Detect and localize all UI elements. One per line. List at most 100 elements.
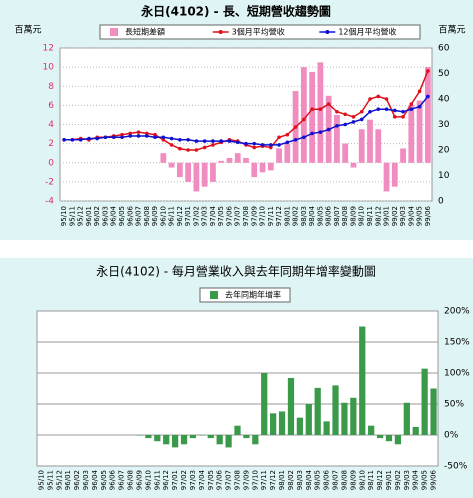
bar xyxy=(375,129,382,163)
legend-label: 去年同期年增率 xyxy=(225,290,281,300)
bar xyxy=(252,435,259,445)
bar xyxy=(163,435,170,445)
line-point xyxy=(136,134,141,138)
x-tick-label: 97/07 xyxy=(234,206,242,226)
bar xyxy=(270,413,277,435)
line-point xyxy=(302,135,306,140)
line-point xyxy=(384,107,389,111)
y2-tick-label: 40 xyxy=(438,95,450,105)
chart-title: 永日(4102) - 每月營業收入與去年同期年增率變動圖 xyxy=(96,264,376,279)
line-point xyxy=(393,115,397,119)
line-point xyxy=(153,135,157,140)
x-tick-label: 99/02 xyxy=(391,206,399,226)
y2-tick-label: 50 xyxy=(438,69,450,79)
line-point xyxy=(178,146,182,151)
x-tick-label: 96/12 xyxy=(176,206,184,226)
x-tick-label: 96/07 xyxy=(118,470,126,490)
x-tick-label: 96/05 xyxy=(100,470,108,490)
x-tick-label: 96/02 xyxy=(73,470,81,490)
bar xyxy=(284,143,291,163)
legend-swatch xyxy=(218,30,223,34)
y2-tick-label: 20 xyxy=(438,146,450,156)
x-tick-label: 97/10 xyxy=(251,470,259,490)
x-tick-label: 98/02 xyxy=(292,206,300,226)
bar xyxy=(168,162,175,168)
x-tick-label: 98/07 xyxy=(332,470,340,490)
line-point xyxy=(252,145,257,150)
x-tick-label: 97/02 xyxy=(192,206,200,226)
x-tick-label: 98/11 xyxy=(366,206,374,226)
line-point xyxy=(368,97,372,101)
line-point xyxy=(269,143,273,147)
y2-tick-label: 10 xyxy=(438,171,450,181)
x-tick-label: 97/12 xyxy=(269,470,277,490)
bar xyxy=(243,157,249,163)
x-tick-label: 95/10 xyxy=(60,206,68,226)
bar xyxy=(403,402,410,435)
x-tick-label: 97/04 xyxy=(209,205,217,226)
x-tick-label: 96/02 xyxy=(93,206,101,226)
line-point xyxy=(128,134,133,138)
x-tick-label: 98/04 xyxy=(305,469,313,490)
line-point xyxy=(409,107,414,111)
bar xyxy=(189,435,197,439)
line-point xyxy=(269,145,273,150)
bar xyxy=(287,377,295,435)
line-point xyxy=(285,140,290,145)
line-point xyxy=(368,109,372,114)
line-point xyxy=(227,139,232,143)
line-point xyxy=(426,94,430,99)
line-point xyxy=(318,107,323,111)
x-tick-label: 97/02 xyxy=(180,470,188,490)
x-tick-label: 96/09 xyxy=(135,470,143,490)
x-tick-label: 97/08 xyxy=(242,206,250,226)
x-tick-label: 99/01 xyxy=(383,206,391,226)
line-point xyxy=(409,102,414,106)
bar xyxy=(367,119,373,163)
x-tick-label: 97/11 xyxy=(260,470,268,490)
bar xyxy=(350,397,357,435)
y2-axis-title: 百萬元 xyxy=(438,24,465,36)
x-tick-label: 95/11 xyxy=(46,470,54,490)
legend-box xyxy=(199,287,291,303)
x-tick-label: 95/12 xyxy=(77,206,85,226)
x-tick-label: 98/10 xyxy=(358,470,366,490)
x-tick-label: 99/04 xyxy=(412,469,420,490)
bar xyxy=(314,387,321,435)
line-point xyxy=(194,148,199,152)
line-point xyxy=(95,136,99,141)
bar xyxy=(309,71,316,163)
y-tick-label: 0 xyxy=(48,158,54,168)
line-point xyxy=(285,132,290,137)
x-tick-label: 96/01 xyxy=(85,206,93,226)
line-point xyxy=(211,143,215,147)
bar xyxy=(416,100,423,163)
x-tick-label: 99/02 xyxy=(394,470,402,490)
x-tick-label: 98/05 xyxy=(314,470,322,490)
x-tick-label: 96/09 xyxy=(151,206,159,226)
x-tick-label: 96/04 xyxy=(110,205,118,226)
x-tick-label: 95/12 xyxy=(55,470,63,490)
y-tick-label: -2 xyxy=(45,177,54,187)
x-tick-label: 96/07 xyxy=(135,206,143,226)
x-tick-label: 97/06 xyxy=(216,469,224,490)
x-tick-label: 99/04 xyxy=(407,205,415,226)
line-point xyxy=(186,138,190,142)
bar xyxy=(278,411,286,435)
line-point xyxy=(153,132,157,137)
line-point xyxy=(70,138,75,142)
line-point xyxy=(78,138,83,142)
x-tick-label: 97/11 xyxy=(267,206,275,226)
bar xyxy=(383,162,390,192)
x-tick-label: 98/06 xyxy=(325,205,333,226)
x-tick-label: 97/03 xyxy=(201,206,209,226)
bar xyxy=(193,162,200,192)
y-tick-label: 8 xyxy=(48,82,54,92)
bar xyxy=(394,435,402,445)
x-tick-label: 97/03 xyxy=(189,470,197,490)
bar xyxy=(261,373,268,435)
x-tick-label: 95/11 xyxy=(68,206,76,226)
bar xyxy=(198,435,205,436)
x-tick-label: 96/01 xyxy=(64,470,72,490)
line-point xyxy=(277,135,281,140)
